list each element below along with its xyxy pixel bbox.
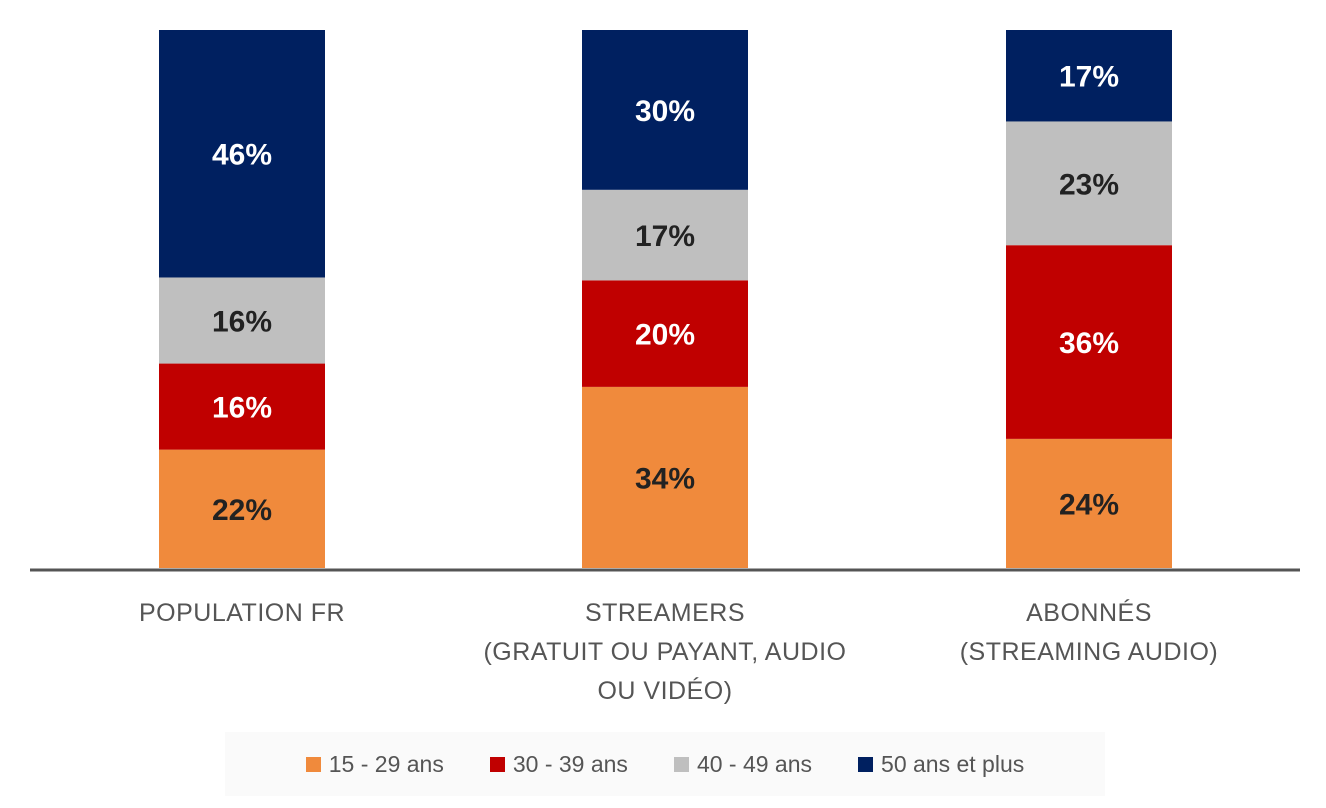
- bar-segment-abonnes-series-1: [1006, 438, 1172, 568]
- legend-swatch: [305, 756, 321, 772]
- bar-segment-population-series-2: [159, 363, 325, 450]
- legend-label: 30 - 39 ans: [512, 750, 628, 777]
- legend-item-30-39: 30 - 39 ans: [489, 750, 628, 778]
- data-label-streamers-series-3: 17%: [635, 220, 695, 253]
- data-label-abonnes-series-1: 24%: [1059, 488, 1119, 521]
- data-label-population-series-4: 46%: [212, 139, 272, 172]
- data-label-streamers-series-1: 34%: [635, 462, 695, 495]
- data-label-population-series-1: 22%: [212, 494, 272, 527]
- legend-swatch: [858, 756, 874, 772]
- category-label-line: POPULATION FR: [138, 599, 346, 627]
- data-label-abonnes-series-3: 23%: [1059, 168, 1119, 201]
- category-label-line: ABONNÉS: [1026, 599, 1152, 627]
- legend-item-40-49: 40 - 49 ans: [673, 750, 813, 778]
- legend-item-50-plus: 50 ans et plus: [858, 751, 1024, 778]
- data-label-streamers-series-2: 20%: [635, 319, 695, 352]
- bar-segment-streamers-series-3: [582, 189, 748, 281]
- legend-label: 40 - 49 ans: [696, 750, 813, 777]
- legend-item-15-29: 15 - 29 ans: [305, 750, 444, 778]
- bar-segment-streamers-series-1: [582, 386, 748, 568]
- category-label-streamers: STREAMERS (GRATUIT OU PAYANT, AUDIO OU V…: [455, 594, 875, 711]
- category-label-abonnes: ABONNÉS (STREAMING AUDIO): [879, 594, 1299, 672]
- category-label-line: (STREAMING AUDIO): [959, 638, 1219, 666]
- category-label-line: OU VIDÉO): [597, 677, 733, 705]
- category-label-population: POPULATION FR: [32, 594, 452, 633]
- data-labels-layer: 22% 16% 16% 46% 34% 20% 17% 30% 24% 36% 23% 17%: [212, 61, 1119, 527]
- legend-swatch: [489, 756, 505, 772]
- bar-segment-population-series-3: [159, 277, 325, 364]
- bar-segment-abonnes-series-4: [1006, 30, 1172, 122]
- bar-segment-streamers-series-4: [582, 30, 748, 190]
- data-label-abonnes-series-2: 36%: [1059, 327, 1119, 360]
- legend-swatch: [673, 756, 689, 772]
- bar-segment-abonnes-series-3: [1006, 121, 1172, 246]
- legend-label: 50 ans et plus: [881, 750, 1025, 777]
- bar-segment-abonnes-series-2: [1006, 245, 1172, 439]
- data-label-population-series-2: 16%: [212, 392, 272, 425]
- bar-segment-population-series-4: [159, 30, 325, 278]
- data-label-abonnes-series-4: 17%: [1059, 61, 1119, 94]
- bar-segment-population-series-1: [159, 449, 325, 568]
- data-label-streamers-series-4: 30%: [635, 95, 695, 128]
- category-label-line: STREAMERS: [584, 599, 746, 627]
- legend-label: 15 - 29 ans: [328, 750, 444, 777]
- bar-segment-streamers-series-2: [582, 280, 748, 387]
- data-label-population-series-3: 16%: [212, 306, 272, 339]
- category-label-line: (GRATUIT OU PAYANT, AUDIO: [483, 638, 847, 666]
- chart-legend: 15 - 29 ans 30 - 39 ans 40 - 49 ans 50 a…: [225, 732, 1105, 796]
- bars-layer: [159, 30, 1172, 568]
